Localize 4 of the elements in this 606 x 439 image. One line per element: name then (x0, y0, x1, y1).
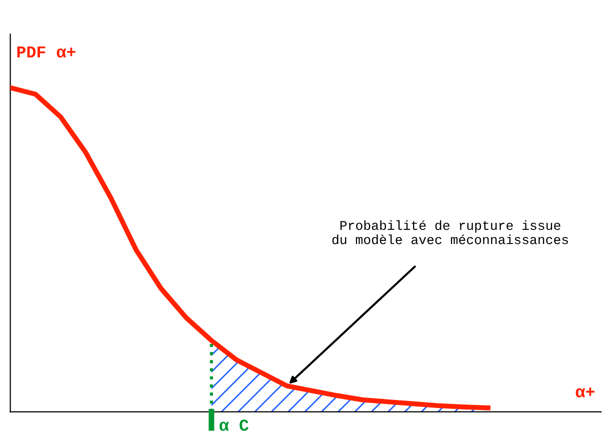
y-axis-title: PDF α+ (17, 46, 76, 58)
x-axis-title: α+ (576, 387, 594, 398)
text: α C (220, 420, 249, 431)
annotation: Probabilité de rupture issue du modèle avec méconnaissances (332, 220, 568, 244)
